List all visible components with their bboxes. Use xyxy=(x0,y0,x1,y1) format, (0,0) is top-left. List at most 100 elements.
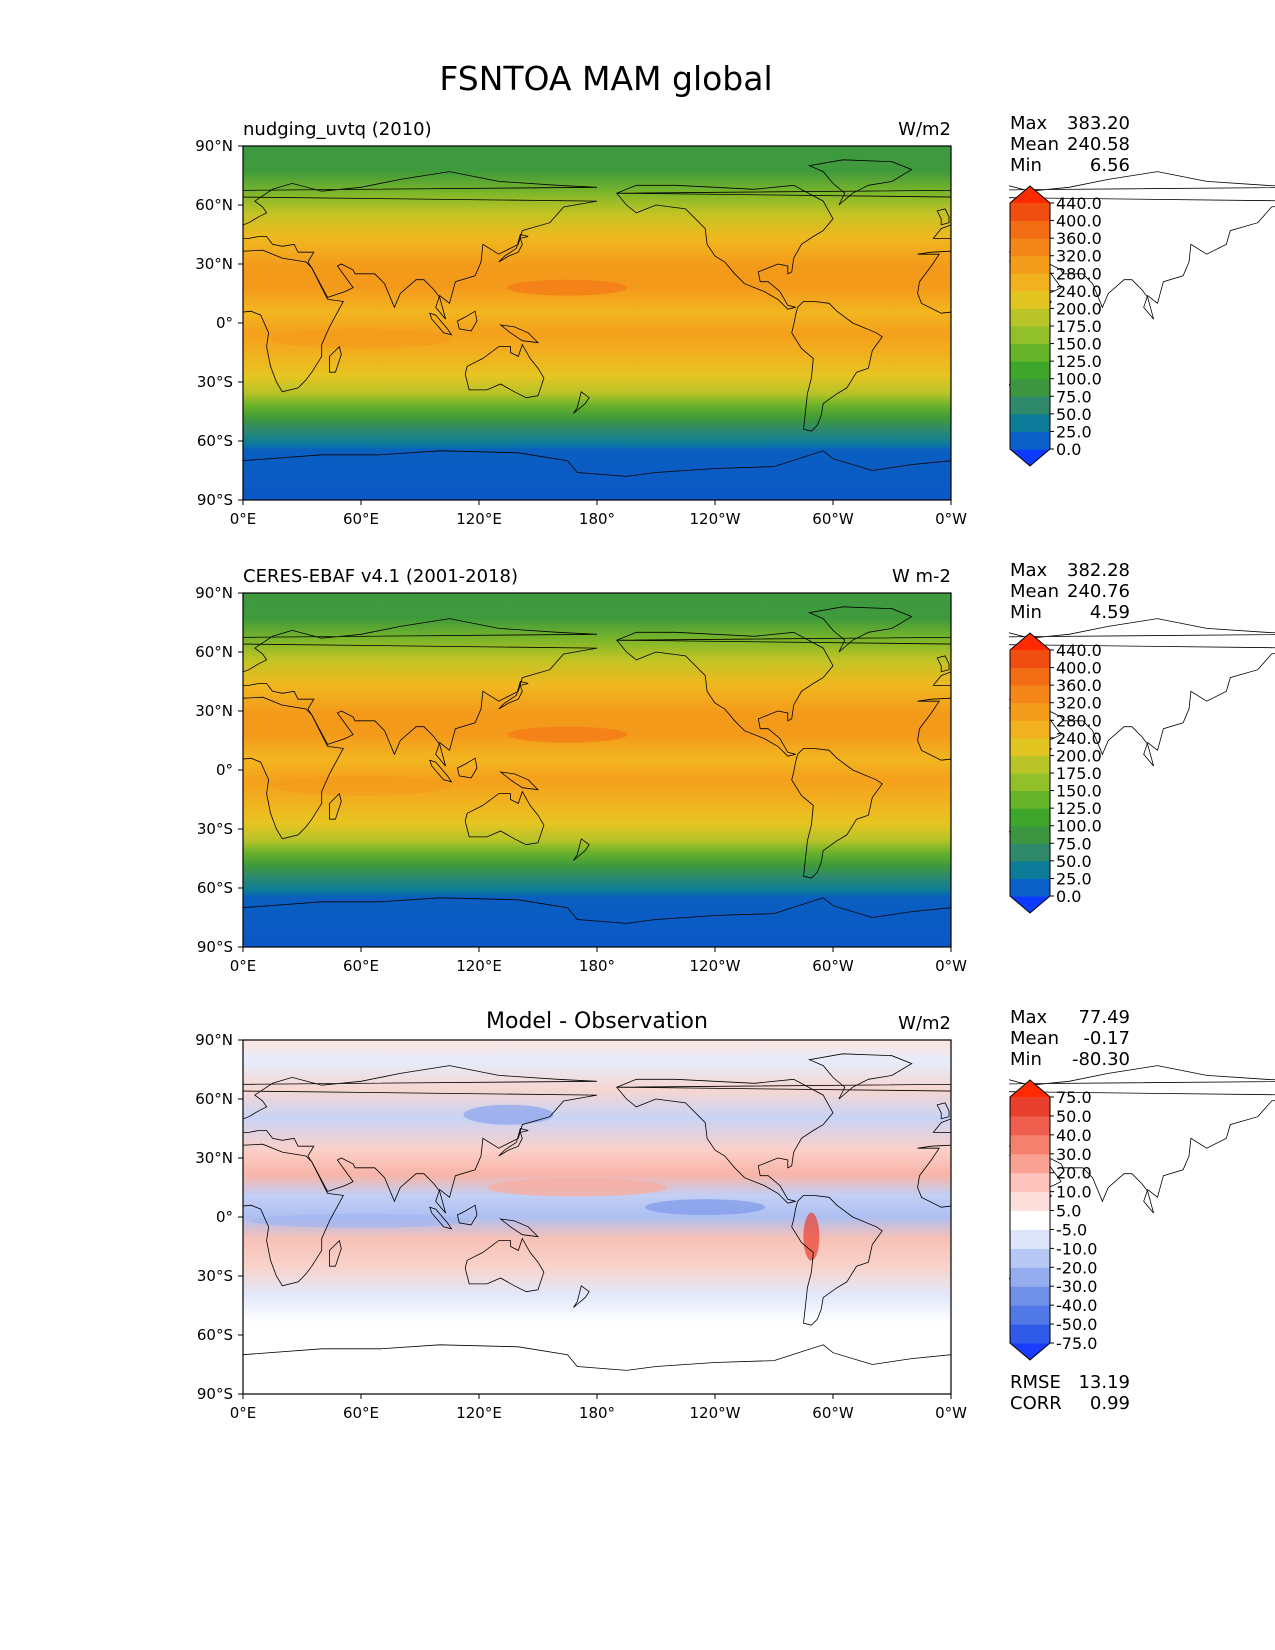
colorbar-tick-label: 0.0 xyxy=(1056,440,1081,459)
x-tick-label: 60°W xyxy=(812,510,854,528)
coastline xyxy=(808,159,913,206)
colorbar-tick-label: 10.0 xyxy=(1056,1183,1092,1202)
colorbar-tick-label: 280.0 xyxy=(1056,264,1102,283)
x-tick-label: 0°W xyxy=(935,957,967,975)
y-tick-label: 30°S xyxy=(197,373,233,391)
x-tick-label: 0°E xyxy=(230,957,257,975)
colorbar-bin xyxy=(1010,220,1050,239)
x-tick-label: 180° xyxy=(579,510,615,528)
stat-label: Max xyxy=(1010,113,1048,134)
colorbar-tick-label: 150.0 xyxy=(1056,335,1102,354)
panel-difference: 0°E 60°E 120°E 180° 120°W 60°W 0°W 90°N 60°N 30°N… xyxy=(0,1007,1275,1422)
stat-value: 77.49 xyxy=(1078,1007,1130,1028)
coastline xyxy=(808,1053,913,1100)
colorbar-bin xyxy=(1010,808,1050,827)
stat-label: Mean xyxy=(1010,134,1059,155)
coastline xyxy=(616,184,834,310)
colorbar-extend-min xyxy=(1010,449,1050,466)
stat-label: Mean xyxy=(1010,581,1059,602)
colorbar-tick-label: 75.0 xyxy=(1056,834,1092,853)
colorbar-tick-label: 50.0 xyxy=(1056,405,1092,424)
coastline xyxy=(329,792,342,820)
colorbar-bin xyxy=(1010,1097,1050,1117)
colorbar-tick-label: 320.0 xyxy=(1056,247,1102,266)
coastline xyxy=(429,1206,453,1230)
coastline xyxy=(808,606,913,653)
colorbar-extend-min xyxy=(1010,1343,1050,1360)
colorbar-tick-label: 400.0 xyxy=(1056,659,1102,678)
coastline xyxy=(464,790,545,846)
colorbar-bin xyxy=(1010,396,1050,415)
y-tick-label: 30°N xyxy=(195,255,233,273)
colorbar-bin xyxy=(1010,273,1050,292)
footer-stat-value: 13.19 xyxy=(1078,1372,1130,1393)
colorbar-bin xyxy=(1010,860,1050,879)
x-tick-label: 0°E xyxy=(230,510,257,528)
colorbar-bin xyxy=(1010,255,1050,274)
colorbar-tick-label: 100.0 xyxy=(1056,370,1102,389)
x-tick-label: 60°W xyxy=(812,957,854,975)
x-tick-label: 120°W xyxy=(690,1404,741,1422)
colorbar-tick-label: -30.0 xyxy=(1056,1277,1097,1296)
stat-label: Min xyxy=(1010,602,1042,623)
panel-reference: 0°E 60°E 120°E 180° 120°W 60°W 0°W 90°N 60°N 30°N… xyxy=(0,560,1275,975)
colorbar-tick-label: 280.0 xyxy=(1056,711,1102,730)
stat-value: 240.76 xyxy=(1067,581,1130,602)
mask-left xyxy=(0,1035,243,1399)
colorbar: 0.025.050.075.0100.0125.0150.0175.0200.0… xyxy=(1009,632,1102,914)
colorbar-bin xyxy=(1010,878,1050,897)
colorbar-bin xyxy=(1010,843,1050,862)
field-region xyxy=(271,328,451,349)
colorbar-tick-label: 25.0 xyxy=(1056,869,1092,888)
y-tick-label: 60°N xyxy=(195,1090,233,1108)
colorbar-bin xyxy=(1010,1248,1050,1268)
coastline xyxy=(936,655,950,673)
footer-stat-label: RMSE xyxy=(1010,1372,1061,1393)
coastline xyxy=(499,324,540,344)
x-tick-label: 60°E xyxy=(343,957,379,975)
colorbar-tick-label: 150.0 xyxy=(1056,782,1102,801)
footer-stat-label: CORR xyxy=(1010,1393,1062,1414)
stat-label: Min xyxy=(1010,1049,1042,1070)
field-negative-region xyxy=(645,1199,766,1216)
colorbar-bin xyxy=(1010,1324,1050,1344)
colorbar-tick-label: -50.0 xyxy=(1056,1315,1097,1334)
y-tick-label: 30°S xyxy=(197,820,233,838)
colorbar-tick-label: -5.0 xyxy=(1056,1220,1087,1239)
y-tick-label: 90°S xyxy=(197,1385,233,1403)
panels: 0°E 60°E 120°E 180° 120°W 60°W 0°W 90°N 60°N 30°N… xyxy=(0,113,1275,1422)
colorbar-tick-label: -75.0 xyxy=(1056,1334,1097,1353)
footer-stat-value: 0.99 xyxy=(1090,1393,1130,1414)
coastline xyxy=(791,300,883,432)
coastline xyxy=(936,1102,950,1120)
y-tick-label: 30°S xyxy=(197,1267,233,1285)
x-tick-label: 120°E xyxy=(456,957,502,975)
field-negative-region xyxy=(463,1104,554,1125)
x-tick-label: 60°W xyxy=(812,1404,854,1422)
coastline xyxy=(616,631,834,757)
coastline xyxy=(456,1204,478,1226)
coastline xyxy=(573,1285,590,1308)
x-tick-label: 180° xyxy=(579,1404,615,1422)
colorbar-bin xyxy=(1010,1134,1050,1155)
colorbar-tick-label: 100.0 xyxy=(1056,817,1102,836)
colorbar-bin xyxy=(1010,1267,1050,1287)
colorbar-bin xyxy=(1010,1305,1050,1325)
y-tick-label: 30°N xyxy=(195,1149,233,1167)
map-field xyxy=(243,593,951,947)
colorbar-tick-label: 25.0 xyxy=(1056,422,1092,441)
colorbar-tick-label: 440.0 xyxy=(1056,194,1102,213)
x-tick-label: 60°E xyxy=(343,510,379,528)
coastline xyxy=(936,208,950,226)
coastline xyxy=(499,1218,540,1238)
mask-right xyxy=(951,588,1009,952)
colorbar-tick-label: 240.0 xyxy=(1056,729,1102,748)
colorbar-tick-label: 200.0 xyxy=(1056,746,1102,765)
y-tick-label: 90°S xyxy=(197,938,233,956)
colorbar-bin xyxy=(1010,685,1050,704)
coastline xyxy=(329,345,342,373)
panel-units: W/m2 xyxy=(898,119,951,140)
mask-left xyxy=(0,141,243,505)
colorbar-bin xyxy=(1010,1115,1050,1136)
